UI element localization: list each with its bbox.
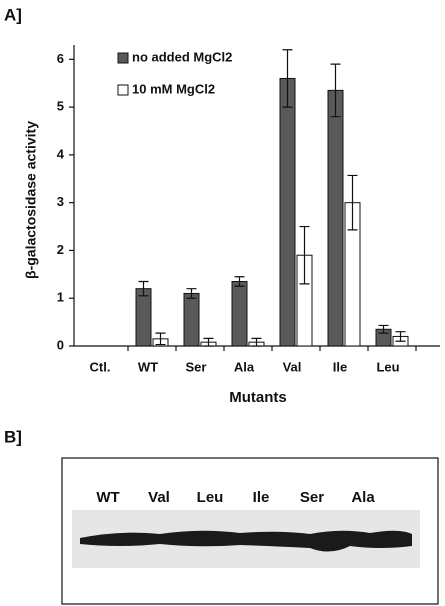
error-bar [299,225,310,285]
y-tick-label: 1 [57,290,64,305]
y-tick-label: 5 [57,99,64,114]
legend-swatch [117,84,129,96]
x-tick-label: Leu [376,359,399,374]
lane-label: Val [148,489,170,506]
lane-label: Ala [351,489,375,506]
error-bar [282,49,293,108]
lane-label: WT [96,489,119,506]
error-bar [251,337,262,347]
y-tick-label: 3 [57,194,64,209]
error-bar [347,174,358,231]
x-tick-label: Ile [333,359,347,374]
error-bar [186,288,197,299]
bar [231,281,248,347]
x-tick-label: Ser [186,359,207,374]
legend-label: no added MgCl2 [132,49,232,64]
blot-panel [61,457,439,605]
bar [183,292,200,347]
lane-label: Ser [300,489,324,506]
error-bar [203,337,214,347]
error-bar [234,276,245,287]
y-tick-label: 2 [57,242,64,257]
bar [327,89,344,347]
y-tick-label: 4 [57,146,65,161]
lane-label: Leu [197,489,224,506]
x-axis-title: Mutants [229,389,287,406]
bar [135,288,152,347]
bar [279,77,296,347]
x-tick-label: Val [283,359,302,374]
lane-label: Ile [253,489,270,506]
legend-label: 10 mM MgCl2 [132,81,215,96]
x-tick-label: WT [138,359,158,374]
error-bar [395,331,406,342]
panel-label: B] [4,427,22,446]
blot-band [80,530,412,552]
y-tick-label: 0 [57,337,64,352]
y-axis-title: β-galactosidase activity [23,121,39,279]
x-tick-label: Ala [234,359,255,374]
error-bar [155,332,166,346]
x-tick-label: Ctl. [90,359,111,374]
error-bar [378,324,389,334]
error-bar [330,63,341,118]
error-bar [138,280,149,297]
panel-label: A] [4,5,22,24]
legend-swatch [117,52,129,64]
y-tick-label: 6 [57,51,64,66]
